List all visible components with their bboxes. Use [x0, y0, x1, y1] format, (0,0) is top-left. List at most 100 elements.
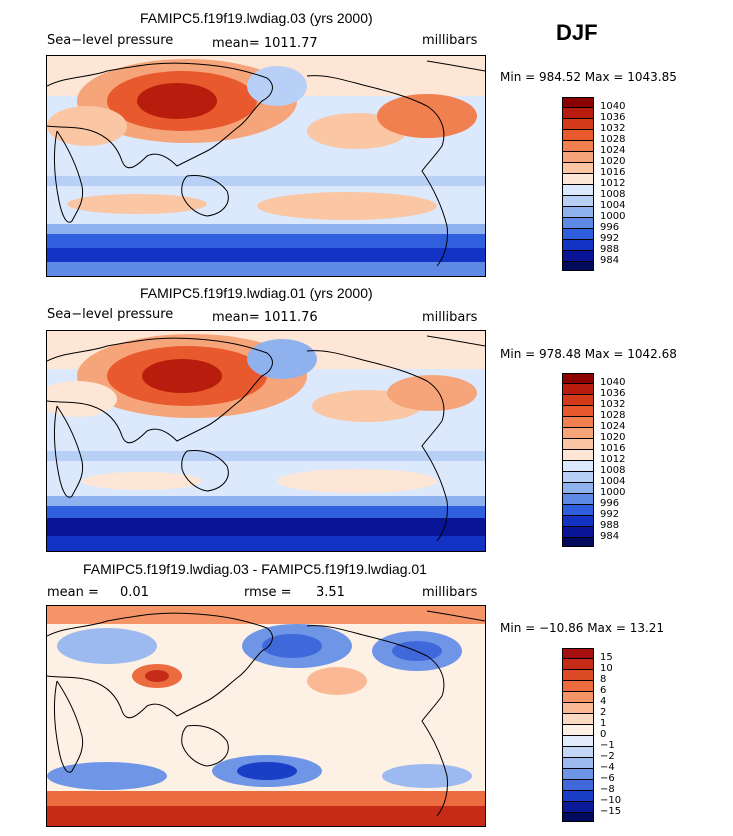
- so-band-1: [47, 496, 485, 506]
- siberian-high-core: [137, 83, 217, 119]
- so-band-2: [47, 506, 485, 518]
- cb3-label: 2: [600, 707, 607, 718]
- siberian-high-core: [142, 359, 222, 393]
- panel-3-rmse-label: rmse =: [244, 585, 292, 600]
- north-america-high: [387, 375, 477, 411]
- cb2-label: 1000: [600, 487, 626, 498]
- cb2-label: 988: [600, 520, 620, 531]
- cb2-label: 1028: [600, 410, 626, 421]
- panel-3-mean-label: mean =: [47, 585, 99, 600]
- panel-2-minmax: Min = 978.48 Max = 1042.68: [500, 347, 677, 361]
- panel-1-field: Sea−level pressure: [47, 33, 174, 48]
- cb3-label: 0: [600, 729, 607, 740]
- so-band-1: [47, 224, 485, 234]
- cb1-label: 1012: [600, 178, 626, 189]
- panel-1-colorbar: 1040 1036 1032 1028 1024 1020 1016 1012 …: [562, 97, 626, 271]
- cb2-label: 1036: [600, 388, 626, 399]
- cb1-swatch: [562, 261, 594, 271]
- cb2-label: 1016: [600, 443, 626, 454]
- cb1-label: 996: [600, 222, 620, 233]
- s-pacific-high: [257, 192, 437, 220]
- cb3-swatch: [562, 812, 594, 822]
- panel-1-map-svg: [47, 56, 485, 276]
- panel-2-map-svg: [47, 331, 485, 551]
- cb3-label: 1: [600, 718, 607, 729]
- azores-high: [47, 106, 127, 146]
- cb1-label: 1032: [600, 123, 626, 134]
- cb2-label: 992: [600, 509, 620, 520]
- nw-pacific-neg-core: [262, 634, 322, 658]
- cb1-label: 1004: [600, 200, 626, 211]
- cb2-label: 1024: [600, 421, 626, 432]
- cb2-label: 1004: [600, 476, 626, 487]
- aleutian-low: [247, 66, 307, 106]
- cb3-label: −6: [600, 773, 615, 784]
- cb1-label: 1024: [600, 145, 626, 156]
- panel-3-rmse-value: 3.51: [316, 585, 345, 600]
- panel-2-field: Sea−level pressure: [47, 307, 174, 322]
- cb1-label: 988: [600, 244, 620, 255]
- cb1-label: 1016: [600, 167, 626, 178]
- cb3-label: −10: [600, 795, 622, 806]
- cb2-swatch: [562, 537, 594, 547]
- cb2-label: 1008: [600, 465, 626, 476]
- antarctic-band: [47, 536, 485, 551]
- panel-2-map: [46, 330, 486, 552]
- season-label: DJF: [556, 20, 598, 45]
- coastlines: [47, 335, 485, 542]
- cb3-label: −8: [600, 784, 615, 795]
- panel-3-mean-value: 0.01: [120, 585, 149, 600]
- tibet-pos-core: [145, 670, 169, 682]
- panel-3-colorbar: 15 10 8 6 4 2 1 0 −1 −2 −4 −6 −8 −10 −15: [562, 648, 622, 822]
- cb3-label: −4: [600, 762, 615, 773]
- cb3-label: 4: [600, 696, 607, 707]
- panel-1-mean: mean= 1011.77: [212, 36, 318, 51]
- pacific-pos: [307, 667, 367, 695]
- panel-3-map-svg: [47, 606, 485, 826]
- cb1-label: 1008: [600, 189, 626, 200]
- north-america-high: [377, 94, 477, 138]
- panel-3-units: millibars: [422, 585, 478, 600]
- cb2-label: 1040: [600, 377, 626, 388]
- arctic-band: [47, 606, 485, 624]
- antarctic-pos-core: [47, 806, 485, 826]
- cb3-label: 8: [600, 674, 607, 685]
- cb1-label: 1028: [600, 134, 626, 145]
- panel-2-title: FAMIPC5.f19f19.lwdiag.01 (yrs 2000): [140, 285, 373, 301]
- s-indian-high: [67, 194, 207, 214]
- cb1-label: 1040: [600, 101, 626, 112]
- panel-2-colorbar: 1040 1036 1032 1028 1024 1020 1016 1012 …: [562, 373, 626, 547]
- cb2-label: 984: [600, 531, 620, 542]
- cb1-label: 1020: [600, 156, 626, 167]
- panel-1-title: FAMIPC5.f19f19.lwdiag.03 (yrs 2000): [140, 10, 373, 26]
- s-atl-neg: [47, 762, 167, 790]
- tropics-band: [47, 451, 485, 461]
- s-pac-neg-core: [237, 762, 297, 780]
- coastlines: [47, 610, 485, 817]
- cb1-label: 1000: [600, 211, 626, 222]
- panel-3-minmax: Min = −10.86 Max = 13.21: [500, 621, 665, 635]
- cb3-label: −15: [600, 806, 622, 817]
- panel-3-title: FAMIPC5.f19f19.lwdiag.03 - FAMIPC5.f19f1…: [83, 561, 427, 577]
- s-indian-high: [82, 472, 202, 490]
- aleutian-low: [247, 339, 317, 379]
- cb3-label: −2: [600, 751, 615, 762]
- cb2-label: 996: [600, 498, 620, 509]
- azores-high: [47, 381, 117, 417]
- cb2-label: 1020: [600, 432, 626, 443]
- panel-1-units: millibars: [422, 33, 478, 48]
- cb2-label: 1032: [600, 399, 626, 410]
- panel-2-mean: mean= 1011.76: [212, 310, 318, 325]
- so-band-2: [47, 234, 485, 248]
- tropics-band: [47, 176, 485, 186]
- panel-1-minmax: Min = 984.52 Max = 1043.85: [500, 70, 677, 84]
- cb3-label: 6: [600, 685, 607, 696]
- s-amer-neg: [382, 764, 472, 788]
- cb3-label: 15: [600, 652, 613, 663]
- panel-3-map: [46, 605, 486, 827]
- s-pacific-high: [277, 469, 437, 493]
- europe-neg: [57, 628, 157, 664]
- panel-1-map: [46, 55, 486, 277]
- so-band-3: [47, 248, 485, 262]
- cb1-label: 1036: [600, 112, 626, 123]
